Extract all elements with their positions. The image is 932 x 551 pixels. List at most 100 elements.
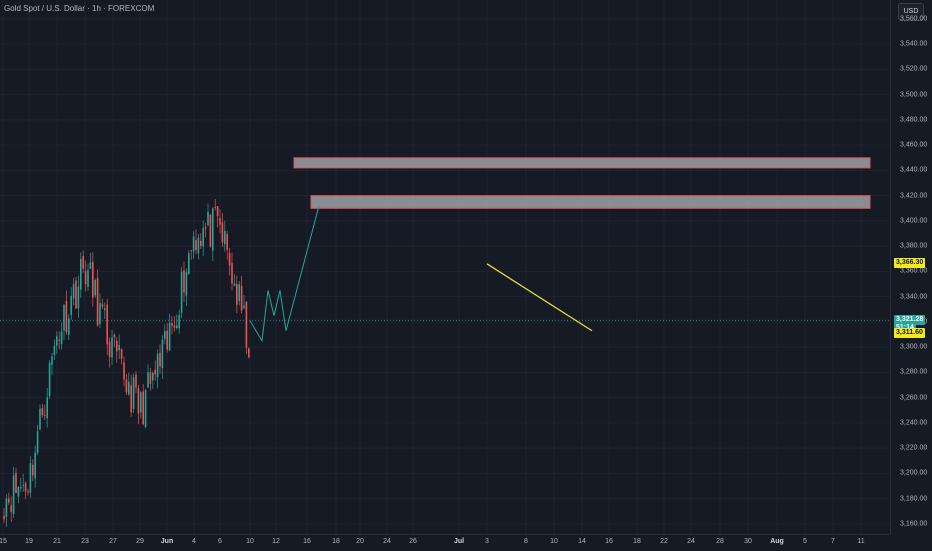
symbol-title: Gold Spot / U.S. Dollar · 1h · FOREXCOM [4,4,155,13]
candle-body [80,258,82,290]
candle-body [228,253,231,266]
candle-body [144,390,147,427]
candle-body [240,286,243,311]
candle-body [70,296,72,315]
projection-path [249,205,320,343]
candle-body [82,256,84,269]
candle-body [173,325,176,328]
price-tick-label: 3,340.00 [900,293,928,301]
candle-body [202,228,204,247]
price-tick-label: 3,480.00 [900,116,928,124]
candle-body [130,385,132,413]
candle-body [245,301,248,348]
candle-body [178,315,180,329]
candle-body [96,278,99,326]
candle-body [39,408,41,430]
candle-body [180,271,183,313]
time-tick-label: 16 [605,538,613,545]
candle-body [92,261,94,298]
time-tick-label: 24 [383,538,391,545]
time-tick-label: Jul [453,538,465,545]
candle-body [216,206,219,217]
candle-body [152,372,154,381]
candle-body [53,345,56,356]
time-tick-label: 12 [272,538,280,545]
candle-body [183,270,185,293]
price-marker: 3,366.30 [894,258,926,269]
time-tick-label: 10 [246,538,254,545]
candle-body [233,283,236,286]
candle-body [24,483,27,492]
candle-body [140,392,142,413]
price-tick-label: 3,520.00 [900,65,928,73]
candle-body [243,305,245,309]
candle-body [89,262,92,269]
price-chart[interactable] [0,0,890,534]
candle-body [147,372,149,388]
price-tick-label: 3,460.00 [900,141,928,149]
price-tick-label: 3,360.00 [900,267,928,275]
time-tick-label: Jun [160,538,174,545]
price-tick-label: 3,420.00 [900,192,928,200]
candle-body [171,323,173,326]
candle-body [137,388,140,414]
candle-body [32,464,34,476]
candle-body [56,336,58,346]
price-tick-label: 3,280.00 [900,368,928,376]
price-axis[interactable]: 3,160.00 3,180.00 3,200.00 3,220.00 3,240.00… [890,0,932,534]
price-marker: 3,311.60 [894,327,925,338]
time-tick-label: 29 [136,538,144,545]
candle-body [212,208,214,251]
candle-body [219,217,221,225]
time-tick-label: 3 [485,538,489,545]
candle-body [120,348,123,359]
time-tick-label: 22 [660,538,668,545]
candle-body [197,237,200,254]
candle-body [135,374,137,388]
time-tick-label: Aug [770,538,784,545]
time-tick-label: 18 [332,538,340,545]
price-tick-label: 3,220.00 [900,444,928,452]
candle-body [118,345,120,351]
candle-body [17,486,20,497]
candle-body [164,330,166,339]
candle-body [87,269,89,288]
price-tick-label: 3,440.00 [900,166,928,174]
candle-body [8,498,10,503]
candle-body [77,286,80,309]
candle-body [221,222,224,243]
candle-body [149,372,152,384]
currency-button[interactable]: USD [898,3,924,21]
time-tick-label: 20 [356,538,364,545]
candle-body [84,271,87,285]
candle-body [111,337,113,358]
candle-body [36,431,39,453]
candle-body [125,379,128,393]
candle-body [41,408,44,416]
time-tick-label: 4 [192,538,196,545]
candle-body [161,339,164,369]
candle-body [128,381,130,395]
candle-body [123,362,125,380]
candle-body [209,214,212,247]
candle-body [108,341,111,358]
candle-body [51,356,53,365]
candle-body [3,515,5,520]
time-tick-label: 21 [53,538,61,545]
candle-body [154,369,156,375]
time-tick-label: 23 [81,538,89,545]
price-tick-label: 3,180.00 [900,495,928,503]
candle-body [29,463,32,493]
price-tick-label: 3,540.00 [900,40,928,48]
time-tick-label: 5 [803,538,807,545]
price-tick-label: 3,240.00 [900,419,928,427]
time-tick-label: 10 [550,538,558,545]
candle-body [116,340,118,352]
time-axis[interactable]: 15 19 21 23 27 29 Jun 4 6 10 12 16 18 20 24 26 Jul 3 8 10 14… [0,534,890,551]
candle-body [94,280,96,296]
candle-body [236,283,238,305]
candle-body [166,330,168,350]
price-tick-label: 3,400.00 [900,217,928,225]
candle-body [20,487,22,489]
candle-body [48,362,51,396]
